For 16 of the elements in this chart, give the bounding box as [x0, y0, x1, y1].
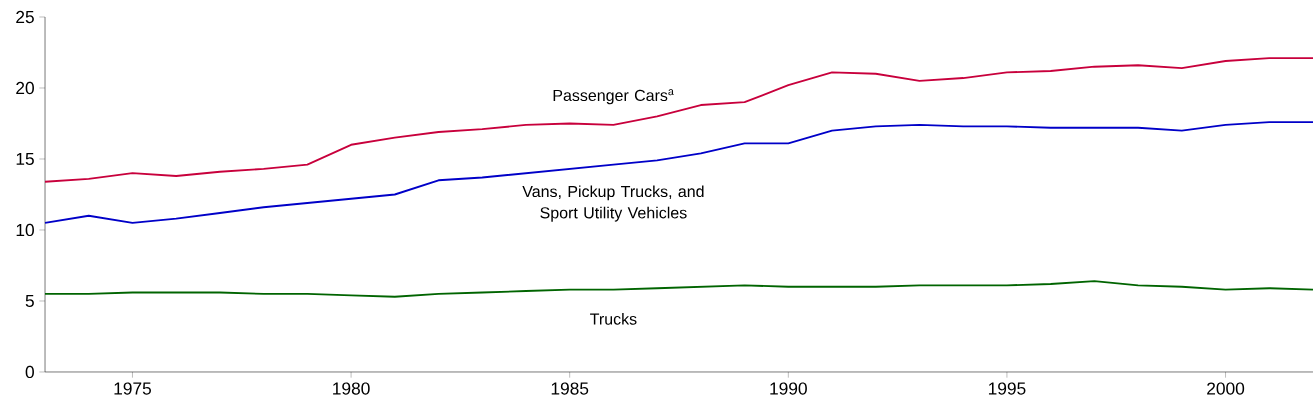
- y-tick-label: 5: [25, 294, 34, 308]
- x-tick-label: 1995: [988, 382, 1026, 395]
- series-label: Passenger Cars$^{a}$: [553, 89, 674, 105]
- x-tick-label: 2000: [1207, 382, 1245, 395]
- series-label: Trucks: [590, 313, 637, 325]
- x-tick-label: 1985: [551, 382, 589, 395]
- y-tick-label: 20: [16, 81, 34, 95]
- series-label: Vans, Pickup Trucks, and Sport Utility Vehicles: [522, 185, 704, 222]
- x-tick-label: 1980: [333, 382, 370, 395]
- y-tick-label: 10: [16, 223, 34, 237]
- x-tick-label: 1990: [770, 382, 807, 395]
- line-series: [44, 57, 1314, 183]
- y-tick-label: 25: [16, 10, 34, 24]
- y-tick-label: 0: [25, 365, 34, 379]
- x-tick-label: 1975: [114, 382, 151, 395]
- y-tick-label: 15: [16, 152, 34, 166]
